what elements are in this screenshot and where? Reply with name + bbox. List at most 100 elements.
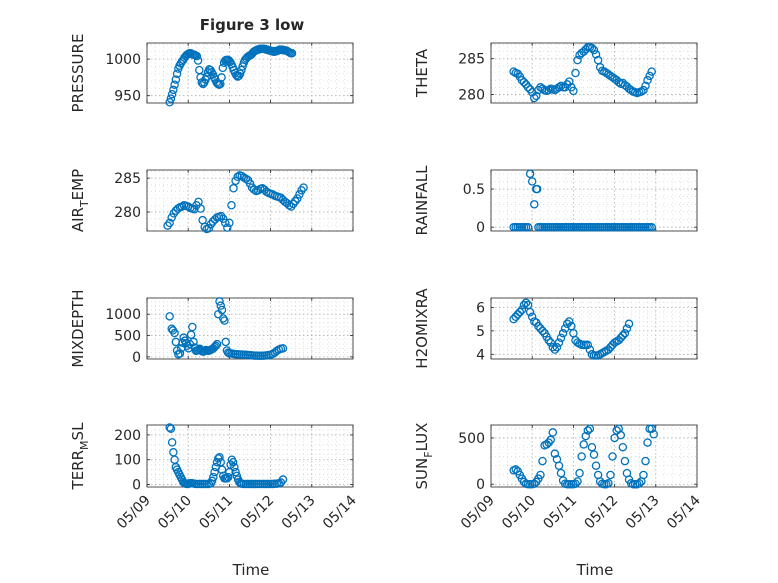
data-point (616, 333, 626, 343)
data-point (230, 462, 239, 472)
y-axis-label: PRESSURE (69, 34, 87, 113)
data-point (587, 43, 597, 53)
y-tick-label: 500 (114, 329, 141, 345)
data-point (177, 202, 187, 211)
data-point (509, 314, 518, 324)
y-axis-label-main: THETA (413, 48, 431, 98)
data-point (620, 328, 630, 338)
y-axis-label-main: PRESSURE (69, 34, 87, 113)
data-point (569, 86, 578, 96)
data-point (171, 75, 181, 84)
data-point (165, 423, 174, 432)
y-axis-label: SUNFLUX (413, 423, 435, 490)
y-tick-label: 200 (114, 428, 141, 444)
data-point (589, 450, 599, 459)
data-point (647, 67, 656, 76)
data-point (175, 349, 185, 358)
data-point (556, 333, 566, 343)
data-point (591, 461, 601, 470)
data-point (554, 338, 564, 347)
data-point (546, 338, 555, 347)
subplot-pressure: 950 1000 PRESSURE (69, 34, 354, 113)
data-point (235, 69, 245, 78)
data-point (532, 184, 542, 194)
y-tick-label: 6 (476, 300, 485, 316)
data-point (579, 440, 588, 449)
data-point (622, 324, 632, 333)
data-point (525, 307, 535, 317)
y-tick-label: 0 (476, 220, 485, 236)
data-point (606, 343, 615, 352)
data-point (546, 435, 555, 445)
data-point (218, 214, 228, 224)
data-point (550, 345, 560, 354)
data-point (192, 51, 202, 61)
data-point (523, 222, 533, 232)
data-point (188, 322, 197, 332)
data-point (167, 438, 177, 447)
data-point (583, 340, 593, 350)
data-point (643, 75, 652, 85)
data-point (209, 472, 218, 482)
data-point (585, 345, 595, 354)
data-point (511, 312, 520, 322)
data-point (293, 194, 302, 203)
y-axis-label: THETA (413, 48, 431, 98)
data-point (519, 78, 529, 87)
data-point (521, 298, 531, 307)
data-point (231, 467, 240, 477)
data-point (538, 326, 547, 336)
data-point (558, 328, 568, 338)
y-axis-label: AIRTEMP (69, 169, 91, 232)
data-point (538, 456, 547, 466)
y-tick-label: 0 (476, 477, 485, 493)
data-point (216, 301, 225, 310)
y-tick-label: 0.5 (463, 182, 485, 198)
data-point (548, 428, 558, 437)
data-point (215, 452, 224, 462)
data-point (278, 344, 288, 353)
data-point (511, 465, 520, 474)
y-axis-label-main: AIR (69, 207, 87, 232)
data-point (573, 55, 582, 65)
data-point (167, 213, 176, 222)
data-point (571, 479, 580, 489)
data-point (172, 69, 182, 78)
data-point (170, 80, 179, 89)
subplot-h2omixra: 4 5 6 H2OMIXRA (413, 288, 698, 369)
data-point (221, 218, 230, 228)
data-point (173, 204, 183, 213)
y-axis-label: RAINFALL (413, 165, 431, 236)
data-point (225, 218, 234, 228)
data-point (165, 218, 174, 228)
data-point (284, 200, 294, 210)
data-point (223, 223, 232, 232)
data-point (221, 337, 230, 347)
data-point (186, 330, 196, 339)
data-point (169, 85, 178, 95)
data-point (604, 479, 613, 488)
data-point (217, 305, 227, 315)
data-point (587, 442, 597, 452)
data-point (525, 169, 535, 179)
data-point (577, 452, 586, 461)
data-point (530, 93, 539, 103)
data-point (639, 85, 648, 95)
y-tick-label: 280 (458, 87, 485, 103)
y-tick-label: 1000 (105, 307, 141, 323)
data-point (645, 71, 654, 81)
data-point (554, 83, 564, 92)
data-point (228, 457, 238, 467)
data-point (167, 89, 177, 99)
data-point (618, 442, 628, 452)
data-point (212, 78, 221, 87)
data-point (199, 347, 208, 356)
data-point (618, 331, 628, 340)
data-point (204, 224, 214, 233)
data-point (515, 307, 525, 317)
data-point (637, 87, 646, 96)
data-point (278, 475, 288, 484)
data-point (552, 343, 562, 352)
